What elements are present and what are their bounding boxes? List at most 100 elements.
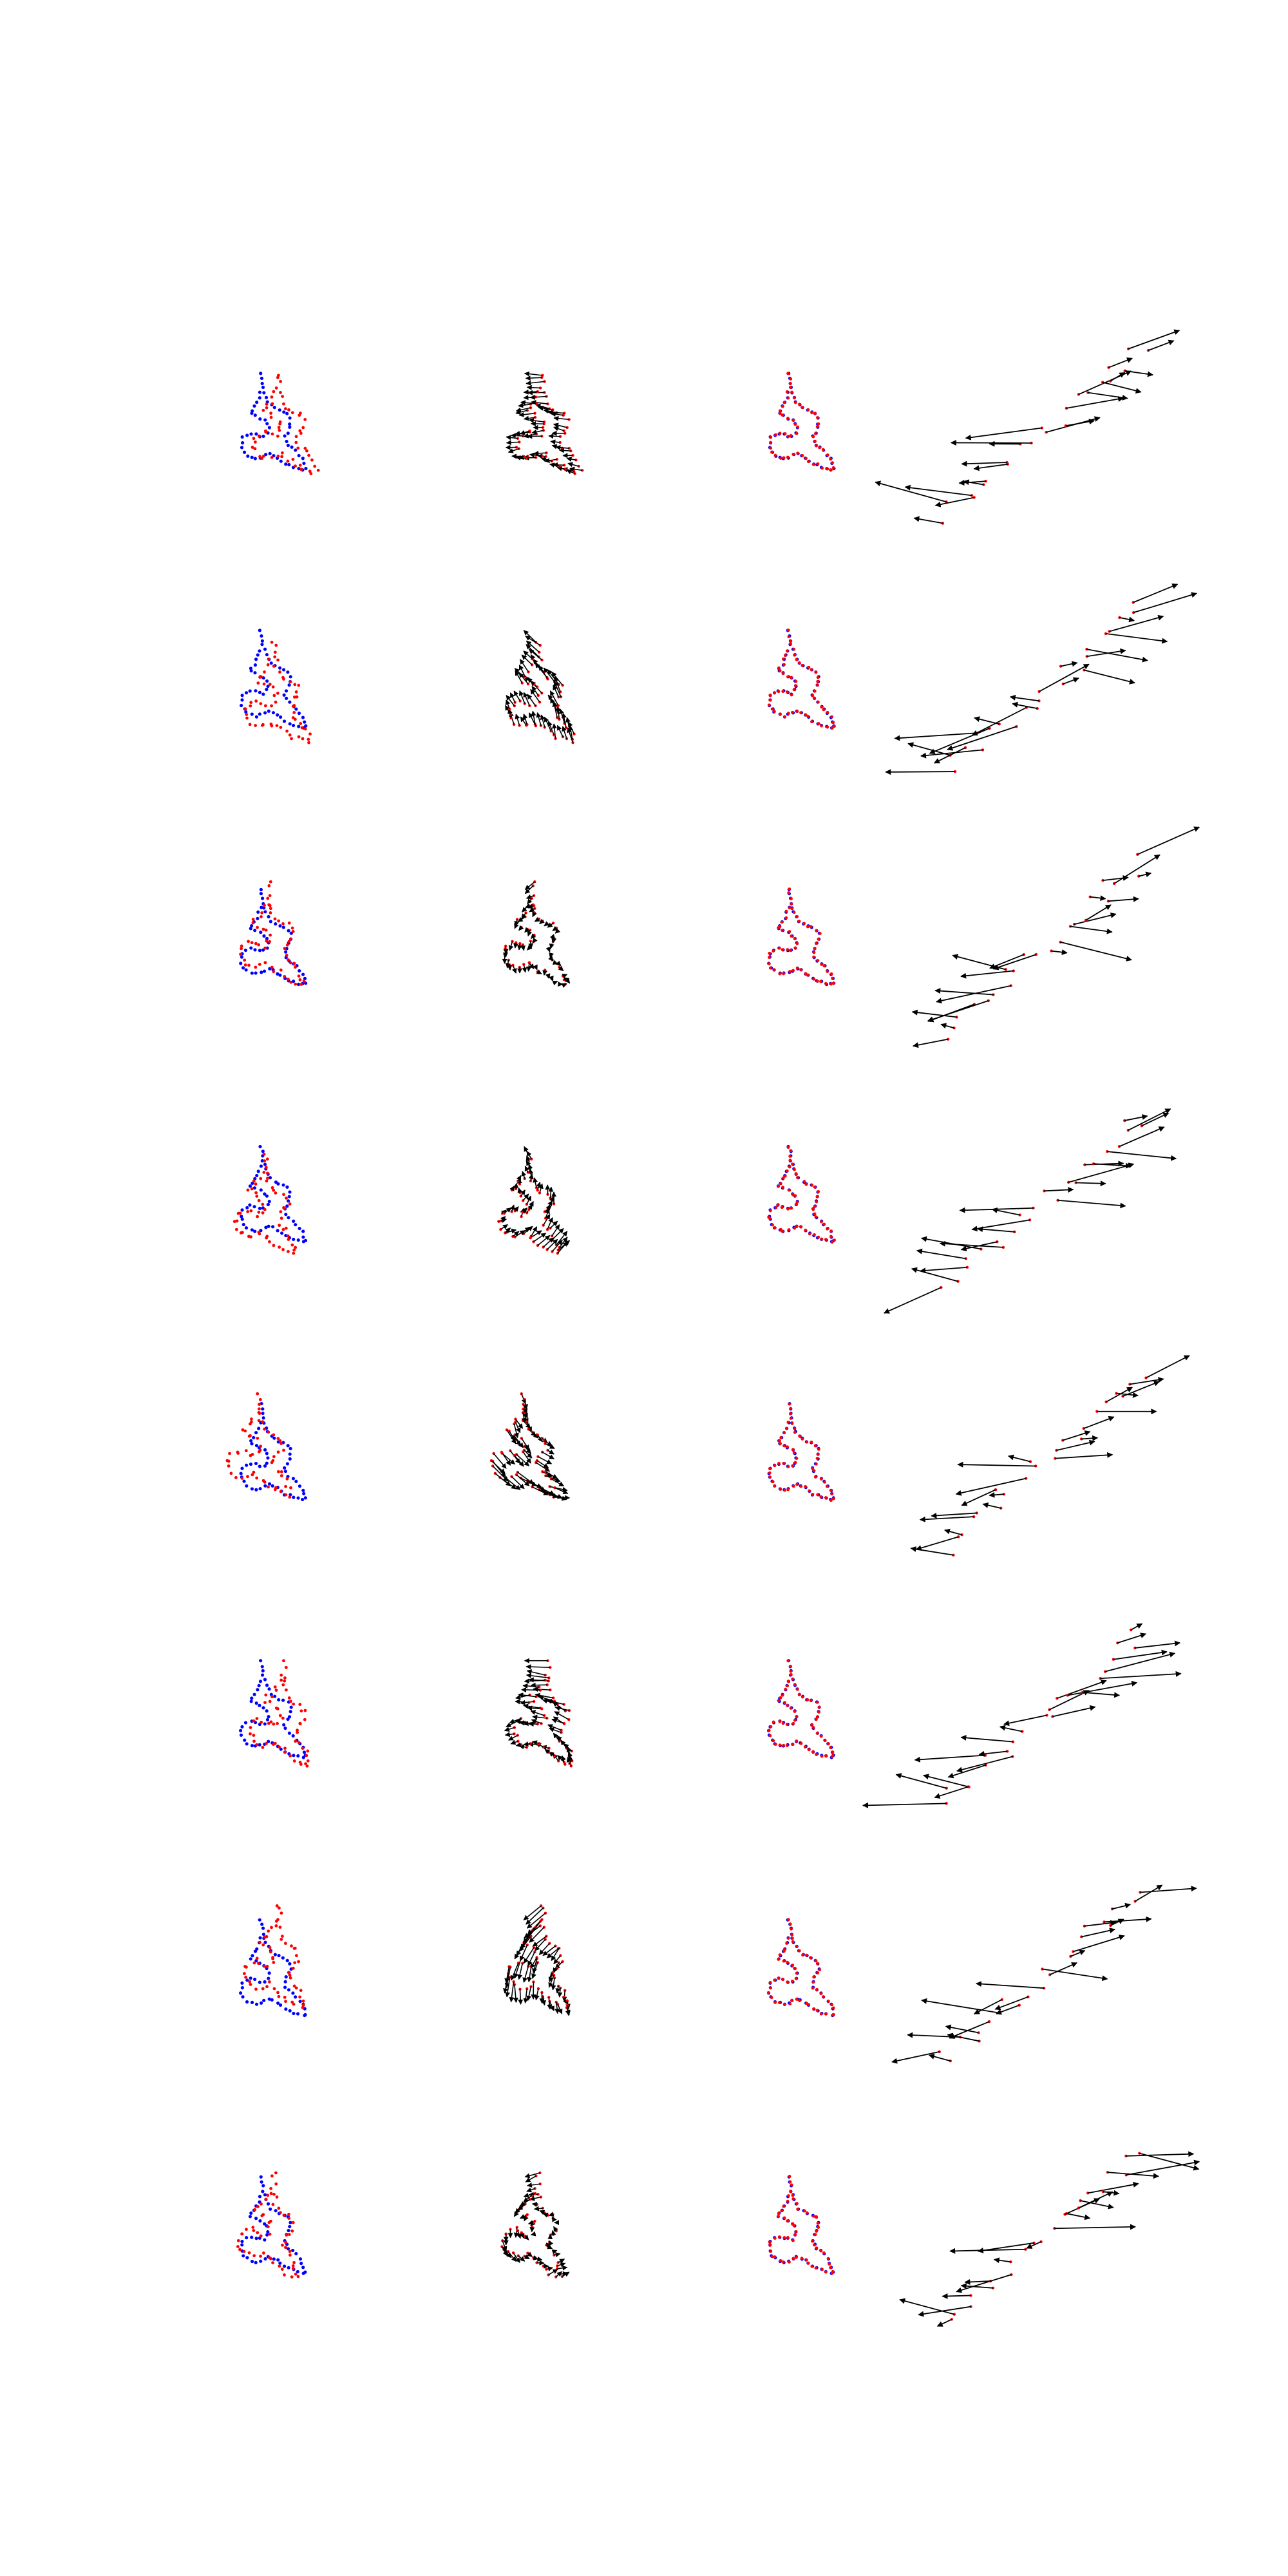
source-point (288, 1973, 292, 1977)
source-point (283, 1750, 287, 1754)
source-point (815, 444, 818, 448)
target-point (289, 1446, 292, 1450)
source-point (782, 972, 786, 976)
source-point (776, 1184, 780, 1188)
target-point (289, 2221, 292, 2224)
correspondence-arrow (520, 400, 537, 406)
source-point (239, 1231, 243, 1235)
displacement-arrow (862, 1802, 947, 1808)
source-point (256, 1436, 260, 1440)
source-point (799, 968, 803, 972)
source-point (806, 2261, 810, 2265)
source-point (827, 1742, 830, 1746)
target-point (285, 1462, 289, 1466)
source-point (539, 2195, 543, 2199)
source-point (796, 425, 800, 429)
source-point (791, 2193, 795, 2197)
source-point (795, 1176, 799, 1179)
correspondence-arrow (557, 1987, 563, 1998)
source-point (272, 1433, 276, 1437)
displacement-arrow (940, 1023, 954, 1029)
target-point (254, 689, 258, 693)
source-point (766, 1991, 770, 1994)
correspondence-arrow (517, 943, 522, 951)
correspondence-arrow (562, 2271, 570, 2277)
source-point (791, 710, 794, 714)
source-point (266, 663, 270, 667)
target-point (264, 395, 269, 399)
target-point (303, 2013, 307, 2018)
target-point (267, 1482, 272, 1486)
correspondence-arrow (509, 1982, 515, 2003)
displacement-arrow (1073, 1934, 1125, 1953)
target-point (258, 1743, 261, 1747)
correspondence-arrow (513, 1984, 518, 2003)
correspondence-arrow (524, 1166, 530, 1173)
source-point (284, 1665, 288, 1669)
source-point (297, 1960, 300, 1964)
correspondence-arrow (520, 716, 527, 726)
correspondence-arrow (566, 1757, 572, 1764)
correspondence-arrow (553, 685, 560, 697)
source-point (277, 919, 280, 923)
target-point (243, 1738, 247, 1742)
source-point (815, 2246, 819, 2250)
target-point (288, 2224, 292, 2229)
displacement-arrow (944, 1528, 962, 1536)
correspondence-arrow (517, 916, 526, 923)
source-point (792, 911, 796, 914)
source-point (829, 2266, 832, 2269)
source-point (260, 915, 263, 918)
target-point (249, 1439, 253, 1443)
target-point (242, 1222, 245, 1227)
source-point (276, 1470, 280, 1473)
source-point (776, 1203, 780, 1206)
source-point (299, 468, 303, 471)
source-point (815, 942, 818, 945)
source-point (781, 2260, 785, 2264)
correspondence-arrow (523, 1905, 542, 1920)
source-point (825, 1484, 829, 1488)
source-point (263, 1481, 267, 1484)
source-point (813, 431, 817, 435)
source-point (278, 420, 282, 424)
panel-row6-displacement-zoom (862, 1597, 1182, 1829)
source-point (1101, 2190, 1105, 2193)
source-point (553, 2253, 556, 2257)
source-point (272, 1188, 276, 1192)
target-point (278, 2003, 283, 2007)
source-point (270, 1695, 274, 1699)
source-point (824, 2012, 828, 2016)
source-point (252, 2229, 256, 2232)
correspondence-arrow (521, 1412, 527, 1423)
displacement-arrow (1108, 357, 1133, 368)
correspondence-arrow (554, 2252, 561, 2258)
source-point (268, 1240, 271, 1244)
target-point (263, 1484, 267, 1488)
source-point (831, 466, 835, 469)
source-point (779, 1227, 782, 1231)
source-point (786, 1960, 790, 1964)
target-point (285, 696, 289, 700)
panel-plot (504, 1658, 574, 1768)
displacement-arrow (939, 1240, 1004, 1248)
source-point (1088, 895, 1092, 898)
source-point (238, 1211, 242, 1215)
target-point (276, 2258, 280, 2262)
source-point (812, 2214, 815, 2218)
panel-row5-displacement-zoom (910, 1340, 1190, 1571)
source-point (522, 455, 526, 459)
source-point (794, 1172, 798, 1175)
source-point (802, 922, 806, 925)
source-point (263, 904, 266, 907)
source-point (779, 1182, 782, 1186)
source-point (777, 2215, 780, 2219)
source-point (268, 894, 272, 898)
displacement-arrow (949, 2021, 990, 2039)
displacement-arrow (1108, 896, 1139, 902)
source-point (788, 1165, 791, 1169)
source-point (254, 942, 258, 945)
target-point (288, 416, 292, 420)
source-point (789, 1416, 793, 1420)
target-point (284, 2007, 288, 2011)
